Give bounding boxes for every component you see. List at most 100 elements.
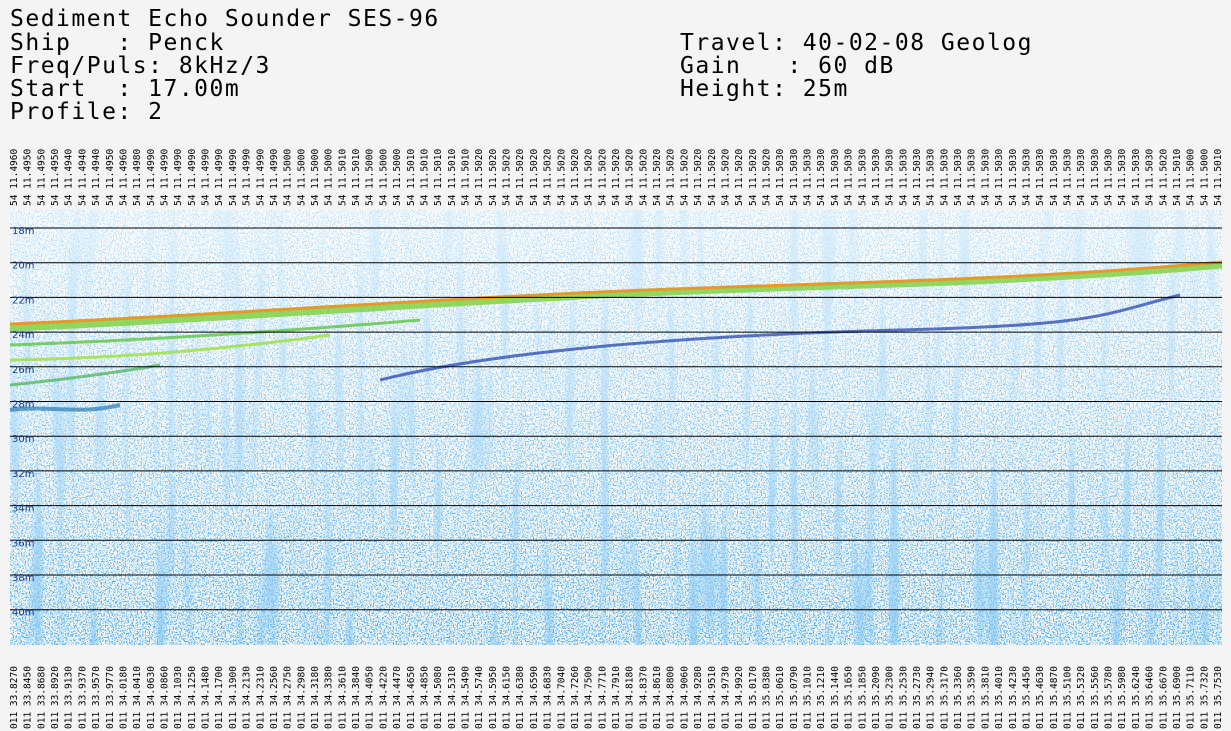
- top-label: 54 11.5020: [474, 149, 485, 206]
- top-label: 54 11.5020: [762, 149, 773, 206]
- top-label: 54 11.5020: [734, 149, 745, 206]
- seabed: [9, 260, 1223, 412]
- top-label: 54 11.5020: [529, 149, 540, 206]
- bottom-label: 011 35.3810: [980, 666, 991, 729]
- top-label: 54 11.4990: [242, 149, 253, 206]
- top-label: 54 11.4980: [132, 149, 143, 206]
- bottom-label: 011 34.2750: [283, 666, 294, 729]
- top-label: 54 11.5030: [926, 149, 937, 206]
- depth-grid: 18m 20m 22m 24m 26m 28m 30m 32m 34m 36m 38m 40m: [10, 226, 1222, 619]
- top-label: 54 11.5030: [1090, 149, 1101, 206]
- top-label: 54 11.5030: [939, 149, 950, 206]
- top-label: 54 11.4960: [9, 149, 20, 206]
- depth-label: 28m: [12, 400, 34, 411]
- bottom-label: 011 34.3840: [351, 666, 362, 729]
- bottom-label: 011 34.2560: [269, 666, 280, 729]
- bottom-label: 011 33.8920: [50, 666, 61, 729]
- bottom-label: 011 34.1250: [187, 666, 198, 729]
- bottom-label: 011 34.2310: [255, 666, 266, 729]
- top-label: 54 11.4990: [269, 149, 280, 206]
- title: Sediment Echo Sounder SES-96: [10, 6, 440, 32]
- bottom-label: 011 35.4230: [1008, 666, 1019, 729]
- top-coordinates: 54 11.4960 54 11.4950 54 11.4950 54 11.4950…: [9, 149, 1224, 206]
- top-label: 54 11.4940: [77, 149, 88, 206]
- bottom-label: 011 33.8680: [36, 666, 47, 729]
- bottom-label: 011 35.0790: [789, 666, 800, 729]
- top-label: 54 11.5010: [351, 149, 362, 206]
- top-label: 54 11.5020: [652, 149, 663, 206]
- top-label: 54 11.5030: [885, 149, 896, 206]
- top-label: 54 11.5010: [447, 149, 458, 206]
- depth-label: 22m: [12, 295, 34, 306]
- top-label: 54 11.4990: [228, 149, 239, 206]
- top-label: 54 11.5010: [337, 149, 348, 206]
- bottom-label: 011 35.5320: [1076, 666, 1087, 729]
- height: Height: 25m: [680, 76, 849, 102]
- bottom-label: 011 34.8370: [638, 666, 649, 729]
- top-label: 54 11.4990: [187, 149, 198, 206]
- noise: [10, 210, 1222, 645]
- top-label: 54 11.5000: [310, 149, 321, 206]
- bottom-label: 011 34.5490: [461, 666, 472, 729]
- top-label: 54 11.5030: [1145, 149, 1156, 206]
- top-label: 54 11.4950: [23, 149, 34, 206]
- top-label: 54 11.5010: [1213, 149, 1224, 206]
- bottom-label: 011 35.3360: [953, 666, 964, 729]
- top-label: 54 11.5030: [1117, 149, 1128, 206]
- bottom-label: 011 34.8180: [625, 666, 636, 729]
- bottom-label: 011 34.6150: [502, 666, 513, 729]
- top-label: 54 11.5030: [1049, 149, 1060, 206]
- start: Start : 17.00m: [10, 76, 240, 102]
- top-label: 54 11.5020: [748, 149, 759, 206]
- top-label: 54 11.4990: [255, 149, 266, 206]
- reflector: [9, 403, 121, 412]
- travel: Travel: 40-02-08 Geolog: [680, 30, 1033, 56]
- top-label: 54 11.5030: [816, 149, 827, 206]
- bottom-label: 011 35.2300: [885, 666, 896, 729]
- bottom-label: 011 35.3590: [967, 666, 978, 729]
- bottom-label: 011 34.2980: [296, 666, 307, 729]
- bottom-label: 011 34.0860: [160, 666, 171, 729]
- bottom-label: 011 34.5740: [474, 666, 485, 729]
- top-label: 54 11.5020: [611, 149, 622, 206]
- top-label: 54 11.5030: [1076, 149, 1087, 206]
- freq: Freq/Puls: 8kHz/3: [10, 53, 271, 79]
- bottom-label: 011 33.9370: [77, 666, 88, 729]
- bottom-label: 011 35.7530: [1213, 666, 1224, 729]
- bottom-label: 011 34.7040: [556, 666, 567, 729]
- bottom-label: 011 34.4850: [419, 666, 430, 729]
- bottom-label: 011 35.0170: [748, 666, 759, 729]
- bottom-label: 011 34.9920: [734, 666, 745, 729]
- top-label: 54 11.5020: [1158, 149, 1169, 206]
- top-label: 54 11.5010: [433, 149, 444, 206]
- top-label: 54 11.5020: [515, 149, 526, 206]
- top-label: 54 11.4940: [91, 149, 102, 206]
- bottom-label: 011 34.9060: [679, 666, 690, 729]
- bottom-label: 011 34.7260: [570, 666, 581, 729]
- top-label: 54 11.5030: [994, 149, 1005, 206]
- bottom-label: 011 35.5780: [1104, 666, 1115, 729]
- bottom-label: 011 34.6830: [543, 666, 554, 729]
- top-label: 54 11.5020: [543, 149, 554, 206]
- top-label: 54 11.5010: [419, 149, 430, 206]
- reflector: [9, 333, 331, 362]
- bottom-label: 011 35.1650: [844, 666, 855, 729]
- bottom-label: 011 33.8270: [9, 666, 20, 729]
- top-label: 54 11.5020: [597, 149, 608, 206]
- gain: Gain : 60 dB: [680, 53, 895, 79]
- bottom-label: 011 34.9280: [693, 666, 704, 729]
- bottom-label: 011 35.1210: [816, 666, 827, 729]
- bottom-coordinates: 011 33.8270 011 33.8450 011 33.8680 011 33.…: [9, 666, 1224, 729]
- bottom-label: 011 35.5980: [1117, 666, 1128, 729]
- bottom-label: 011 35.2530: [898, 666, 909, 729]
- top-label: 54 11.5000: [1199, 149, 1210, 206]
- top-label: 54 11.5020: [584, 149, 595, 206]
- bottom-label: 011 33.9770: [105, 666, 116, 729]
- top-label: 54 11.5030: [830, 149, 841, 206]
- bottom-label: 011 34.1030: [173, 666, 184, 729]
- depth-label: 34m: [12, 504, 34, 515]
- depth-label: 32m: [12, 469, 34, 480]
- bottom-label: 011 34.5310: [447, 666, 458, 729]
- bottom-label: 011 34.5950: [488, 666, 499, 729]
